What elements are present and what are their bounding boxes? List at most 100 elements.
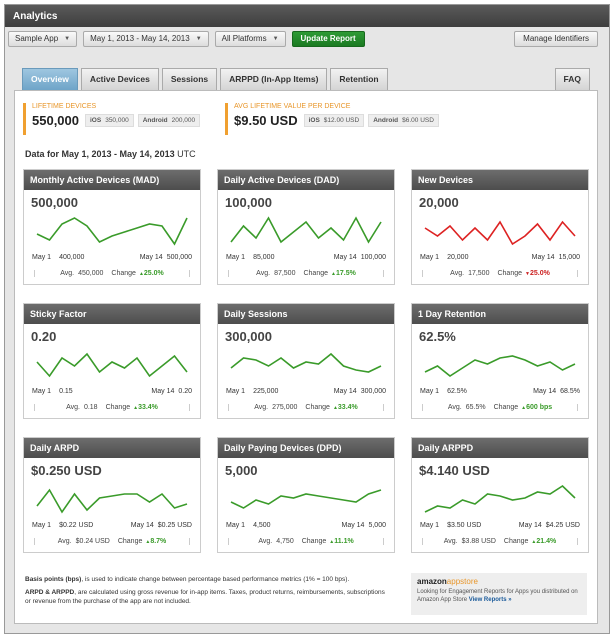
card-title[interactable]: Daily Active Devices (DAD) [218, 170, 394, 190]
lifetime-devices-summary: LIFETIME DEVICES 550,000 iOS 350,000 Andr… [23, 103, 204, 135]
overview-panel: LIFETIME DEVICES 550,000 iOS 350,000 Andr… [14, 90, 598, 624]
lifetime-android-value: 200,000 [171, 117, 196, 124]
change-value: 25.0% [143, 270, 164, 277]
bps-note-term: Basis points (bps) [25, 576, 82, 583]
card-title[interactable]: Daily ARPPD [412, 438, 588, 458]
lifetime-android-pill: Android 200,000 [137, 114, 201, 127]
end-value: 68.5% [560, 388, 580, 395]
card-start-value: May 1 20,000 [420, 254, 468, 261]
metric-card: Daily Paying Devices (DPD) 5,000 May 1 4,50… [217, 437, 395, 553]
tab-overview[interactable]: Overview [22, 68, 78, 90]
card-end-value: May 14 300,000 [334, 388, 386, 395]
start-value: 62.5% [447, 388, 467, 395]
avg-ios-pill: iOS $12.00 USD [303, 114, 365, 127]
metric-card: New Devices 20,000 May 1 20,000 May 14 15,000… [411, 169, 589, 285]
end-label: May 14 [533, 388, 557, 395]
card-title[interactable]: Daily Paying Devices (DPD) [218, 438, 394, 458]
card-title[interactable]: 1 Day Retention [412, 304, 588, 324]
start-label: May 1 [226, 254, 246, 261]
avg-value: 275,000 [272, 404, 298, 411]
sparkline-chart [424, 484, 576, 513]
metric-card: 1 Day Retention 62.5% May 1 62.5% May 14 68.5… [411, 303, 589, 419]
card-value: 0.20 [31, 329, 57, 344]
card-start-value: May 1 4,500 [226, 522, 271, 529]
tab-arppd[interactable]: ARPPD (In-App Items) [220, 68, 328, 90]
card-footer: Avg. $0.24 USD Change ▲8.7% [34, 538, 190, 545]
start-value: 0.15 [59, 388, 73, 395]
start-value: 400,000 [59, 254, 85, 261]
card-start-value: May 1 $3.50 USD [420, 522, 481, 529]
sparkline-chart [36, 217, 188, 246]
card-title[interactable]: Daily Sessions [218, 304, 394, 324]
manage-identifiers-button[interactable]: Manage Identifiers [514, 31, 598, 47]
avg-label: Avg. [447, 404, 462, 411]
card-end-value: May 14 100,000 [334, 254, 386, 261]
card-title[interactable]: Monthly Active Devices (MAD) [24, 170, 200, 190]
start-value: 225,000 [253, 388, 279, 395]
card-end-value: May 14 5,000 [342, 522, 387, 529]
sparkline-series [230, 489, 382, 509]
sparkline-series [36, 217, 188, 246]
amazon-logo-main: amazon [417, 577, 447, 586]
start-label: May 1 [226, 522, 246, 529]
change-label: Change [503, 538, 529, 545]
card-start-value: May 1 $0.22 USD [32, 522, 93, 529]
sparkline-series [424, 220, 576, 246]
lifetime-android-label: Android [142, 117, 168, 124]
end-label: May 14 [139, 254, 163, 261]
app-select-label: Sample App [15, 34, 59, 43]
card-title[interactable]: New Devices [412, 170, 588, 190]
date-range-heading-text: Data for May 1, 2013 - May 14, 2013 [25, 149, 175, 159]
card-value: 500,000 [31, 195, 78, 210]
change-label: Change [105, 404, 131, 411]
platform-select-label: All Platforms [221, 34, 267, 43]
avg-label: Avg. [60, 270, 75, 277]
lifetime-ios-pill: iOS 350,000 [85, 114, 134, 127]
end-label: May 14 [130, 522, 154, 529]
sparkline-chart [230, 216, 382, 244]
card-value: 20,000 [419, 195, 459, 210]
lifetime-devices-label: LIFETIME DEVICES [32, 103, 97, 110]
card-start-value: May 1 85,000 [226, 254, 274, 261]
change-value: 21.4% [536, 538, 557, 545]
avg-android-label: Android [373, 117, 399, 124]
arrow-up-icon: ▲ [329, 539, 335, 545]
card-start-value: May 1 0.15 [32, 388, 73, 395]
view-reports-link[interactable]: View Reports » [468, 597, 512, 603]
arpd-note-text: , are calculated using gross revenue for… [25, 589, 385, 605]
tab-active-devices[interactable]: Active Devices [80, 68, 159, 90]
change-value: 17.5% [335, 270, 356, 277]
end-label: May 14 [333, 254, 357, 261]
card-end-value: May 14 0.20 [151, 388, 192, 395]
card-title[interactable]: Daily ARPD [24, 438, 200, 458]
tab-sessions[interactable]: Sessions [161, 68, 218, 90]
card-title[interactable]: Sticky Factor [24, 304, 200, 324]
sparkline-series [36, 352, 188, 378]
arrow-up-icon: ▲ [138, 271, 144, 277]
arrow-up-icon: ▲ [145, 539, 151, 545]
date-range-select[interactable]: May 1, 2013 - May 14, 2013 ▼ [83, 31, 209, 47]
sparkline-chart [36, 488, 188, 514]
end-label: May 14 [151, 388, 175, 395]
tab-retention[interactable]: Retention [330, 68, 388, 90]
window-title: Analytics [5, 5, 609, 27]
avg-label: Avg. [450, 270, 465, 277]
card-footer: Avg. 450,000 Change ▲25.0% [34, 270, 190, 277]
change-value: 11.1% [334, 538, 354, 545]
avg-label: Avg. [256, 270, 271, 277]
change-label: Change [117, 538, 143, 545]
end-value: 300,000 [360, 388, 386, 395]
card-value: 300,000 [225, 329, 272, 344]
arrow-up-icon: ▲ [521, 405, 527, 411]
tab-faq[interactable]: FAQ [554, 68, 590, 90]
amazon-promo-text: Looking for Engagement Reports for Apps … [417, 588, 581, 604]
platform-select[interactable]: All Platforms ▼ [214, 31, 286, 47]
avg-label: Avg. [57, 538, 72, 545]
end-value: 500,000 [166, 254, 192, 261]
end-label: May 14 [518, 522, 542, 529]
app-select[interactable]: Sample App ▼ [8, 31, 78, 47]
card-start-value: May 1 400,000 [32, 254, 84, 261]
start-label: May 1 [420, 388, 440, 395]
start-label: May 1 [32, 522, 52, 529]
update-report-button[interactable]: Update Report [291, 31, 365, 47]
